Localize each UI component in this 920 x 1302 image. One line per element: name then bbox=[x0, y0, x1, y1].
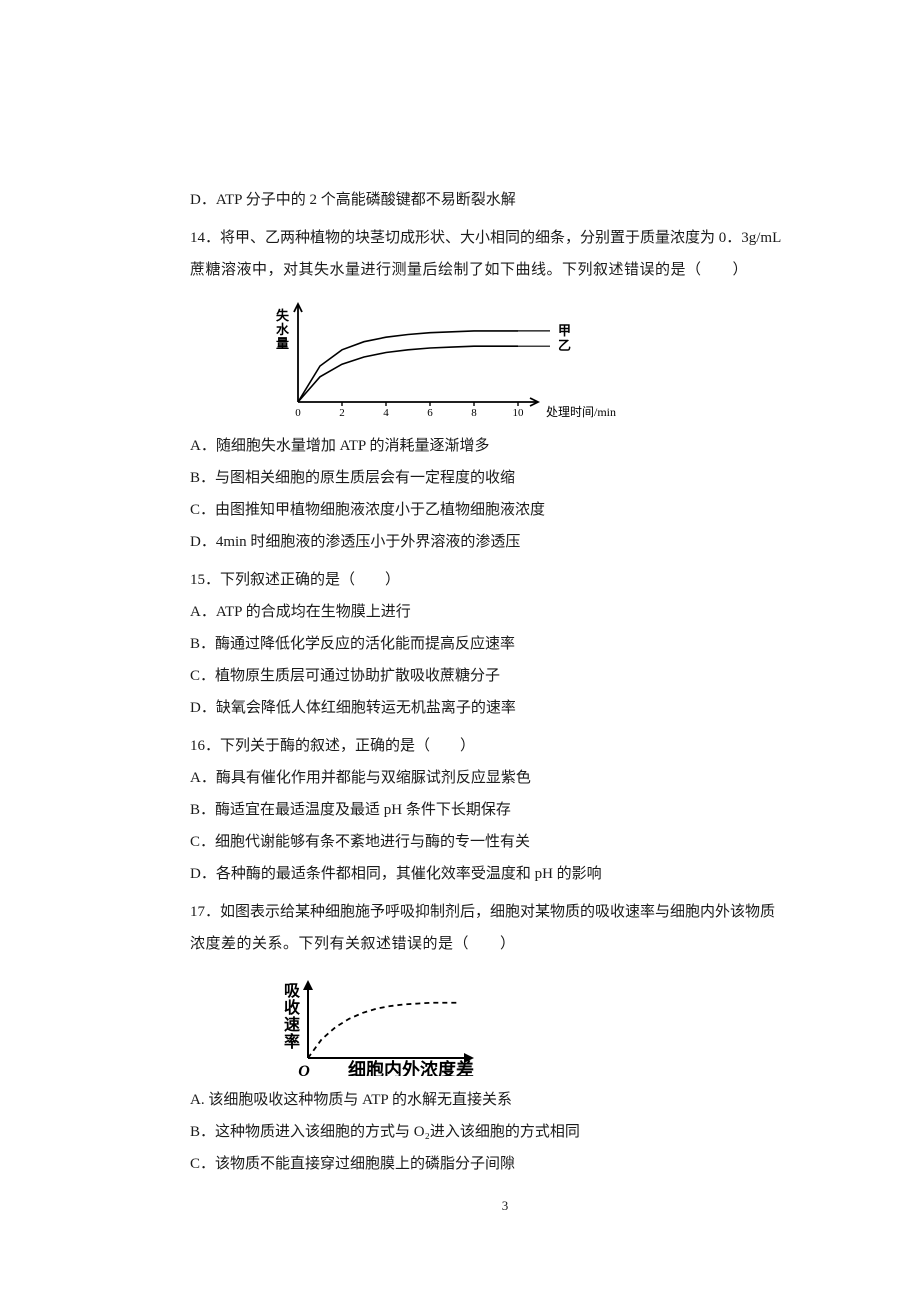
q17-option-a: A. 该细胞吸收这种物质与 ATP 的水解无直接关系 bbox=[190, 1088, 820, 1112]
q15-option-c: C．植物原生质层可通过协助扩散吸收蔗糖分子 bbox=[190, 664, 820, 688]
q16-option-c: C．细胞代谢能够有条不紊地进行与酶的专一性有关 bbox=[190, 830, 820, 854]
q13-option-d: D．ATP 分子中的 2 个高能磷酸键都不易断裂水解 bbox=[190, 188, 820, 212]
svg-text:6: 6 bbox=[427, 407, 433, 419]
svg-text:吸: 吸 bbox=[284, 982, 301, 1000]
q14-option-b: B．与图相关细胞的原生质层会有一定程度的收缩 bbox=[190, 466, 820, 490]
svg-text:0: 0 bbox=[295, 407, 301, 419]
q16-option-a: A．酶具有催化作用并都能与双缩脲试剂反应显紫色 bbox=[190, 766, 820, 790]
q16-option-d: D．各种酶的最适条件都相同，其催化效率受温度和 pH 的影响 bbox=[190, 862, 820, 886]
svg-text:失: 失 bbox=[276, 308, 290, 323]
q17-chart: 吸收速率O 细胞内外浓度差 bbox=[260, 966, 820, 1076]
svg-text:收: 收 bbox=[284, 998, 300, 1017]
q16-stem: 16．下列关于酶的叙述，正确的是（ ） bbox=[190, 734, 820, 758]
svg-text:4: 4 bbox=[383, 407, 389, 419]
q15-stem: 15．下列叙述正确的是（ ） bbox=[190, 568, 820, 592]
q17-option-c: C．该物质不能直接穿过细胞膜上的磷脂分子间隙 bbox=[190, 1152, 820, 1176]
q14-option-c: C．由图推知甲植物细胞液浓度小于乙植物细胞液浓度 bbox=[190, 498, 820, 522]
q16-option-b: B．酶适宜在最适温度及最适 pH 条件下长期保存 bbox=[190, 798, 820, 822]
q17-option-b: B．这种物质进入该细胞的方式与 O₂进入该细胞的方式相同 bbox=[190, 1120, 820, 1144]
svg-text:O: O bbox=[298, 1063, 310, 1076]
q14-stem-1: 14．将甲、乙两种植物的块茎切成形状、大小相同的细条，分别置于质量浓度为 0．3… bbox=[190, 226, 820, 250]
q15-option-a: A．ATP 的合成均在生物膜上进行 bbox=[190, 600, 820, 624]
q15-option-d: D．缺氧会降低人体红细胞转运无机盐离子的速率 bbox=[190, 696, 820, 720]
q14-chart: 0 2 4 6 8 10 失水量处理时间/min 甲乙 bbox=[260, 292, 820, 422]
q14-option-d: D．4min 时细胞液的渗透压小于外界溶液的渗透压 bbox=[190, 530, 820, 554]
exam-page: D．ATP 分子中的 2 个高能磷酸键都不易断裂水解 14．将甲、乙两种植物的块… bbox=[0, 0, 920, 1277]
svg-text:率: 率 bbox=[284, 1032, 300, 1051]
svg-text:10: 10 bbox=[513, 407, 525, 419]
svg-text:水: 水 bbox=[276, 322, 290, 337]
q14-stem-2: 蔗糖溶液中，对其失水量进行测量后绘制了如下曲线。下列叙述错误的是（ ） bbox=[190, 258, 820, 282]
svg-text:速: 速 bbox=[284, 1016, 300, 1034]
q14-chart-svg: 0 2 4 6 8 10 失水量处理时间/min 甲乙 bbox=[260, 292, 620, 422]
svg-text:处理时间/min: 处理时间/min bbox=[546, 405, 616, 419]
q17-chart-svg: 吸收速率O 细胞内外浓度差 bbox=[260, 966, 580, 1076]
svg-text:量: 量 bbox=[276, 336, 289, 351]
q14-option-a: A．随细胞失水量增加 ATP 的消耗量逐渐增多 bbox=[190, 434, 820, 458]
svg-text:细胞内外浓度差: 细胞内外浓度差 bbox=[348, 1059, 474, 1076]
svg-text:2: 2 bbox=[339, 407, 345, 419]
svg-text:8: 8 bbox=[471, 407, 477, 419]
q17-stem-2: 浓度差的关系。下列有关叙述错误的是（ ） bbox=[190, 932, 820, 956]
q17-stem-1: 17．如图表示给某种细胞施予呼吸抑制剂后，细胞对某物质的吸收速率与细胞内外该物质 bbox=[190, 900, 820, 924]
svg-text:乙: 乙 bbox=[558, 338, 571, 353]
svg-text:甲: 甲 bbox=[558, 323, 571, 338]
q15-option-b: B．酶通过降低化学反应的活化能而提高反应速率 bbox=[190, 632, 820, 656]
page-number: 3 bbox=[190, 1196, 820, 1217]
